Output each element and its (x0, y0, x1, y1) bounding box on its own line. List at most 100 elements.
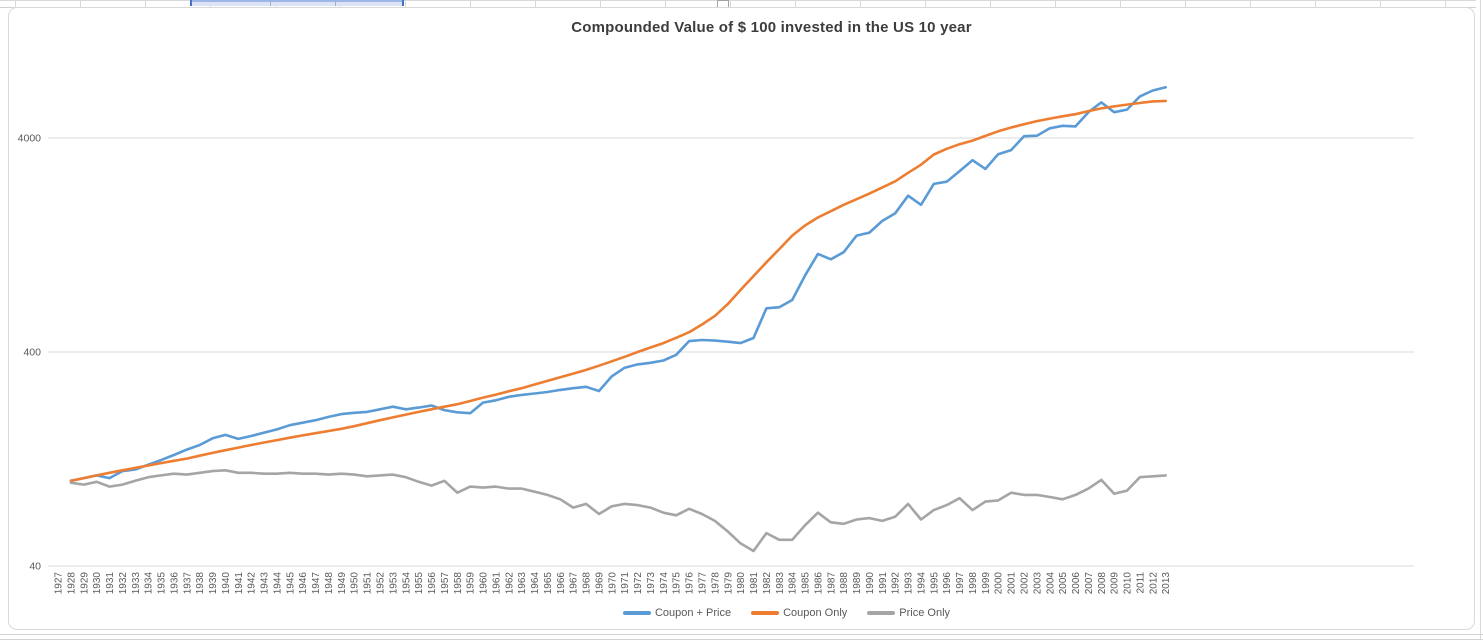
x-axis-tick-label: 1991 (878, 572, 889, 595)
x-axis-tick-label: 1998 (968, 572, 979, 595)
x-axis-tick-label: 2001 (1007, 572, 1018, 595)
x-axis-tick-label: 1995 (929, 572, 940, 595)
selected-range-border (192, 0, 402, 2)
y-axis-tick-label: 400 (23, 347, 41, 359)
x-axis-tick-label: 1927 (54, 572, 65, 595)
x-axis-tick-label: 1950 (350, 572, 361, 595)
x-axis-tick-label: 1961 (491, 572, 502, 595)
x-axis-tick-label: 1968 (582, 572, 593, 595)
x-axis-tick-label: 1933 (131, 572, 142, 595)
series-line-coupon-only[interactable] (69, 99, 1167, 483)
x-axis-tick-label: 1969 (594, 572, 605, 595)
x-axis-tick-label: 1952 (376, 572, 387, 595)
x-axis-tick-label: 1930 (92, 572, 103, 595)
x-axis-tick-label: 1929 (79, 572, 90, 595)
legend-swatch-blue (622, 611, 651, 615)
x-axis-tick-label: 1984 (788, 572, 799, 595)
x-axis-tick-label: 1965 (543, 572, 554, 595)
x-axis-tick-label: 1928 (66, 572, 77, 595)
x-axis-tick-label: 1971 (620, 572, 631, 595)
x-axis-tick-label: 2004 (1045, 572, 1056, 595)
x-axis-tick-label: 1983 (775, 572, 786, 595)
x-axis-tick-label: 1936 (169, 572, 180, 595)
x-axis-tick-label: 1960 (479, 572, 490, 595)
x-axis-tick-label: 1993 (904, 572, 915, 595)
x-axis-tick-label: 2006 (1071, 572, 1082, 595)
x-axis-tick-label: 1988 (839, 572, 850, 595)
x-axis-tick-label: 2000 (994, 572, 1005, 595)
x-axis-tick-label: 1959 (466, 572, 477, 595)
x-axis-tick-label: 1946 (298, 572, 309, 595)
x-axis-tick-label: 1956 (427, 572, 438, 595)
x-axis-tick-label: 1986 (813, 572, 824, 595)
x-axis-tick-label: 1997 (955, 572, 966, 595)
x-axis-tick-label: 1967 (569, 572, 580, 595)
x-axis-tick-label: 1953 (388, 572, 399, 595)
x-axis-tick-label: 2012 (1148, 572, 1159, 595)
window-bottom-edge (0, 634, 1483, 635)
x-axis-tick-label: 1980 (736, 572, 747, 595)
x-axis-tick-label: 1963 (517, 572, 528, 595)
x-axis-tick-label: 1975 (672, 572, 683, 595)
x-axis-tick-label: 1982 (762, 572, 773, 595)
legend-label: Coupon Only (783, 607, 848, 619)
x-axis-tick-label: 1935 (157, 572, 168, 595)
x-axis-tick-label: 1951 (363, 572, 374, 595)
x-axis-tick-label: 1945 (285, 572, 296, 595)
legend-item-price-only[interactable]: Price Only (867, 607, 950, 619)
x-axis-tick-label: 1943 (260, 572, 271, 595)
cell-border-tick (270, 0, 271, 6)
x-axis-tick-label: 1944 (272, 572, 283, 595)
chart-object[interactable]: Compounded Value of $ 100 invested in th… (8, 7, 1475, 630)
x-axis-tick-label: 1974 (659, 572, 670, 595)
series-line-price-only[interactable] (69, 468, 1167, 553)
x-axis-tick-label: 1994 (916, 572, 927, 595)
x-axis-tick-label: 1992 (891, 572, 902, 595)
legend-swatch-gray (867, 611, 896, 615)
x-axis-tick-label: 1939 (208, 572, 219, 595)
x-axis-tick-label: 2007 (1084, 572, 1095, 595)
x-axis-tick-label: 1940 (221, 572, 232, 595)
chart-title[interactable]: Compounded Value of $ 100 invested in th… (571, 19, 972, 36)
x-axis-tick-label: 1996 (942, 572, 953, 595)
x-axis-tick-label: 1973 (646, 572, 657, 595)
x-axis-tick-label: 2009 (1110, 572, 1121, 595)
x-axis-tick-label: 2013 (1161, 572, 1172, 595)
x-axis-tick-label: 1949 (337, 572, 348, 595)
x-axis-tick-label: 1977 (698, 572, 709, 595)
legend-item-coupon-plus-price[interactable]: Coupon + Price (622, 607, 731, 619)
x-axis-tick-label: 2011 (1135, 572, 1146, 594)
selected-range-highlight (190, 0, 404, 6)
x-axis-tick-label: 1981 (749, 572, 760, 595)
x-axis-tick-label: 1947 (311, 572, 322, 595)
x-axis-tick-label: 2005 (1058, 572, 1069, 595)
chart-legend[interactable]: Coupon + Price Coupon Only Price Only (9, 607, 1474, 619)
x-axis-tick-label: 1962 (504, 572, 515, 595)
x-axis-tick-label: 1979 (723, 572, 734, 595)
x-axis-tick-label: 1957 (440, 572, 451, 595)
column-gridline-ticks (0, 0, 1476, 7)
x-axis-tick-label: 1932 (118, 572, 129, 595)
x-axis-tick-label: 1934 (144, 572, 155, 595)
x-axis-tick-label: 1931 (105, 572, 116, 595)
x-axis-tick-label: 1976 (685, 572, 696, 595)
x-axis-tick-label: 2008 (1097, 572, 1108, 595)
x-axis-tick-label: 1985 (801, 572, 812, 595)
y-axis-tick-label: 4000 (18, 133, 42, 145)
x-axis-tick-label: 1964 (530, 572, 541, 595)
x-axis-tick-label: 1966 (556, 572, 567, 595)
x-axis-tick-label: 1989 (852, 572, 863, 595)
x-axis-tick-label: 1999 (981, 572, 992, 595)
x-axis-tick-label: 1948 (324, 572, 335, 595)
x-axis-tick-label: 1958 (453, 572, 464, 595)
x-axis-tick-label: 1970 (607, 572, 618, 595)
x-axis-tick-label: 1955 (414, 572, 425, 595)
x-axis-tick-label: 2010 (1123, 572, 1134, 595)
x-axis-tick-label: 1972 (633, 572, 644, 595)
legend-item-coupon-only[interactable]: Coupon Only (751, 607, 847, 619)
legend-swatch-orange (751, 611, 780, 615)
x-axis-tick-label: 1941 (234, 572, 245, 595)
series-line-coupon-price[interactable] (69, 86, 1167, 483)
x-axis-tick-label: 2002 (1020, 572, 1031, 595)
